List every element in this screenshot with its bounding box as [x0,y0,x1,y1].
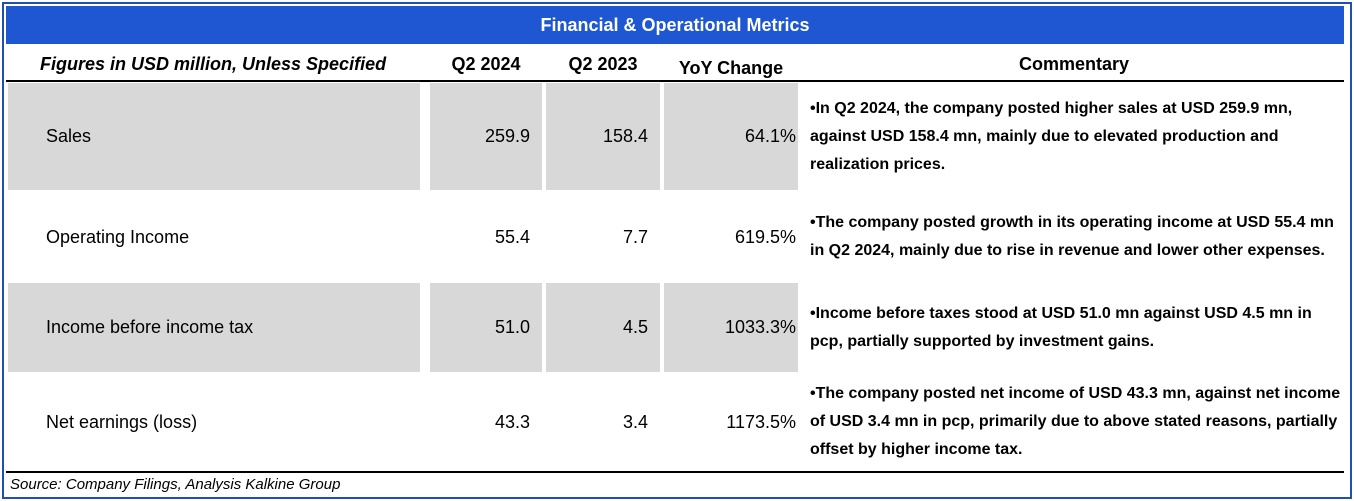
row-sales-commentary-cell: •In Q2 2024, the company posted higher s… [810,83,1342,190]
row-sales-yoy: 64.1% [664,83,798,190]
row-net-earnings-q2-2023: 3.4 [622,411,648,432]
row-sales-q2-2024: 259.9 [430,83,542,190]
row-operating-income-q2-2024: 55.4 [494,226,530,247]
header-divider [6,80,1344,82]
row-operating-income-q2-2023: 7.7 [622,226,648,247]
row-income-before-tax-q2-2024: 51.0 [430,283,542,372]
table-bottom-divider [6,471,1344,473]
row-income-before-tax-yoy: 1033.3% [664,283,798,372]
header-figures-note: Figures in USD million, Unless Specified [40,53,387,74]
row-operating-income-commentary: •The company posted growth in its operat… [810,214,1334,259]
header-q2-2024: Q2 2024 [451,53,521,74]
row-income-before-tax-commentary-cell: •Income before taxes stood at USD 51.0 m… [810,283,1342,372]
row-net-earnings-q2-2024: 43.3 [494,411,530,432]
row-income-before-tax-label: Income before income tax [8,283,420,372]
header-q2-2023: Q2 2023 [568,53,638,74]
row-net-earnings-commentary-cell: •The company posted net income of USD 43… [810,374,1342,470]
row-net-earnings-label: Net earnings (loss) [46,411,198,432]
row-operating-income-commentary-cell: •The company posted growth in its operat… [810,192,1342,282]
source-note: Source: Company Filings, Analysis Kalkin… [10,476,341,493]
row-net-earnings-yoy: 1173.5% [726,411,796,432]
row-sales-label: Sales [8,83,420,190]
row-income-before-tax-q2-2023: 4.5 [546,283,660,372]
header-commentary: Commentary [1018,53,1130,74]
row-net-earnings-commentary: •The company posted net income of USD 43… [810,385,1341,458]
row-operating-income-yoy: 619.5% [734,226,796,247]
row-operating-income-label: Operating Income [46,226,190,247]
row-income-before-tax-commentary: •Income before taxes stood at USD 51.0 m… [810,304,1312,350]
row-sales-q2-2023: 158.4 [546,83,660,190]
table-title: Financial & Operational Metrics [6,6,1344,44]
row-sales-commentary: •In Q2 2024, the company posted higher s… [810,99,1293,173]
header-yoy-change: YoY Change [678,57,784,78]
